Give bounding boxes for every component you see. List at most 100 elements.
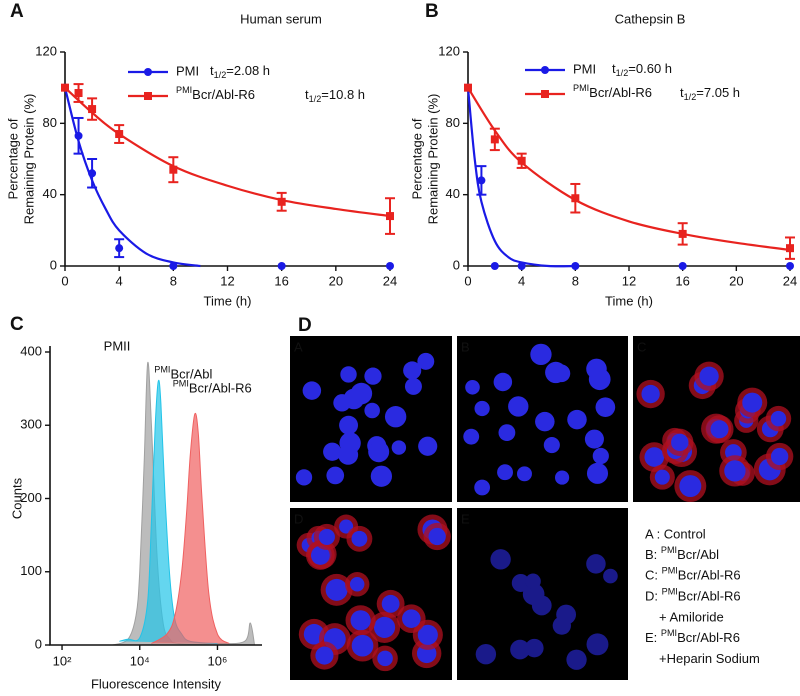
series-label: PMIBcr/Abl-R6 [173,379,252,396]
cell-nucleus [584,429,604,449]
legend-line-text: + Amiloride [659,610,724,625]
cell-nucleus [318,528,335,546]
data-point [74,131,83,140]
series-label: PMIBcr/Abl [154,365,212,382]
y-tick-label: 120 [35,43,57,58]
cell-nucleus [381,594,400,613]
x-tick-label: 12 [622,273,636,288]
cell-nucleus [463,428,480,445]
cell-nucleus [699,366,719,386]
cell-nucleus [417,624,438,645]
x-tick-label: 0 [464,273,471,288]
cell-nucleus [351,530,368,547]
cell-nucleus [339,415,359,435]
data-point [169,262,178,270]
y-axis-label: Percentage of [5,118,20,199]
data-point [115,244,124,253]
cell-nucleus [350,382,373,405]
y-tick-label: 0 [35,636,42,651]
x-axis-label: Time (h) [605,293,653,308]
cell-nucleus [543,436,560,454]
cell-nucleus [349,577,365,592]
data-point [490,135,499,144]
cell-nucleus [770,410,787,427]
x-tick-label: 20 [729,273,743,288]
cell-nucleus [384,406,407,428]
cell-nucleus [302,381,322,400]
y-tick-label: 100 [20,563,42,578]
legend-marker [541,66,549,74]
legend-label: PMI [176,63,199,78]
x-tick-label: 10⁴ [130,653,150,668]
series-label: PMII [104,338,131,353]
cell-nucleus [595,397,616,417]
cell-nucleus [592,447,609,465]
cell-nucleus [724,460,746,482]
panel-letter: A [10,1,24,22]
cell-nucleus [364,367,382,385]
tile-label: A [294,339,303,354]
data-point [115,130,124,139]
cell-nucleus [567,409,587,430]
cell-nucleus [339,519,354,534]
cell-nucleus [586,462,609,484]
data-point [386,212,394,221]
cell-nucleus [310,546,330,565]
cell-nucleus [428,527,446,546]
cell-nucleus [493,372,513,392]
cell-nucleus [339,432,361,454]
panel-letter: C [10,314,24,335]
data-point [517,262,526,270]
panel-letter: B [425,1,439,22]
cell-nucleus [418,436,438,456]
cell-nucleus [475,643,497,665]
tile-label: E [461,511,470,526]
y-axis-label: Percentage of [409,118,424,199]
y-tick-label: 40 [43,186,57,201]
data-point [277,197,286,206]
data-point [490,262,499,270]
half-life: t1/2=10.8 h [305,87,365,104]
data-point [88,169,97,178]
fit-curve [64,86,391,218]
y-tick-label: 80 [43,115,57,130]
cell-nucleus [588,368,611,391]
cell-nucleus [325,578,348,601]
x-tick-label: 0 [61,273,68,288]
cell-nucleus [315,646,334,665]
cell-nucleus [326,466,345,485]
data-point [277,262,286,270]
cell-nucleus [566,649,587,670]
x-tick-label: 4 [116,273,123,288]
cell-nucleus [370,465,393,487]
data-point [464,83,472,92]
cell-nucleus [654,469,670,485]
cell-nucleus [295,469,313,486]
cell-nucleus [404,377,422,395]
cell-nucleus [671,433,689,452]
legend-label: PMIBcr/Abl-R6 [573,83,652,100]
y-tick-label: 40 [446,186,460,201]
y-axis-label: Remaining Protein (%) [21,94,36,225]
cell-nucleus [525,638,544,658]
fit-curve [63,87,201,268]
cell-nucleus [510,639,530,660]
y-tick-label: 200 [20,490,42,505]
cell-nucleus [498,424,516,442]
x-tick-label: 24 [383,273,397,288]
x-tick-label: 8 [170,273,177,288]
histogram-area [151,412,230,644]
data-point [678,262,687,270]
cell-nucleus [742,392,763,413]
cell-nucleus [522,583,545,606]
tile-label: C [637,339,646,354]
legend-marker [144,92,152,100]
cell-nucleus [377,650,393,667]
fit-curve [467,87,791,252]
half-life: t1/2=0.60 h [612,61,672,78]
x-tick-label: 4 [518,273,525,288]
legend-label: PMI [573,61,596,76]
y-tick-label: 0 [50,257,57,272]
half-life: t1/2=7.05 h [680,85,740,102]
